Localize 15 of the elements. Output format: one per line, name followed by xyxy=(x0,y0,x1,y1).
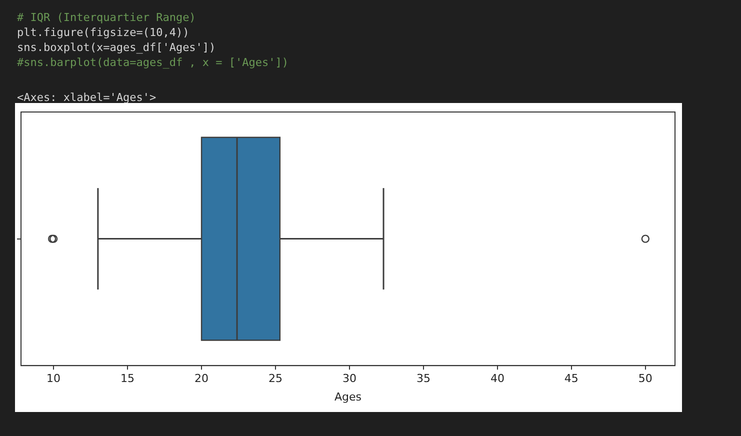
text: <Axes: xlabel='Ages'> xyxy=(17,90,156,105)
x-axis-title: Ages xyxy=(334,390,362,404)
text: #sns.barplot(data=ages_df , x = ['Ages']) xyxy=(17,55,289,70)
text: plt.figure(figsize=(10,4)) xyxy=(17,25,190,40)
x-tick-label: 35 xyxy=(416,372,430,386)
x-tick-label: 30 xyxy=(342,372,356,386)
x-tick-label: 40 xyxy=(490,372,504,386)
x-tick-label: 10 xyxy=(46,372,61,386)
text: sns.boxplot(x=ages_df['Ages']) xyxy=(17,40,216,55)
x-tick-label: 15 xyxy=(120,372,135,386)
x-tick-label: 50 xyxy=(638,372,652,386)
text: # IQR (Interquartier Range) xyxy=(17,10,196,25)
x-tick-label: 20 xyxy=(194,372,209,386)
x-tick-label: 25 xyxy=(268,372,282,386)
x-tick-label: 45 xyxy=(564,372,578,386)
